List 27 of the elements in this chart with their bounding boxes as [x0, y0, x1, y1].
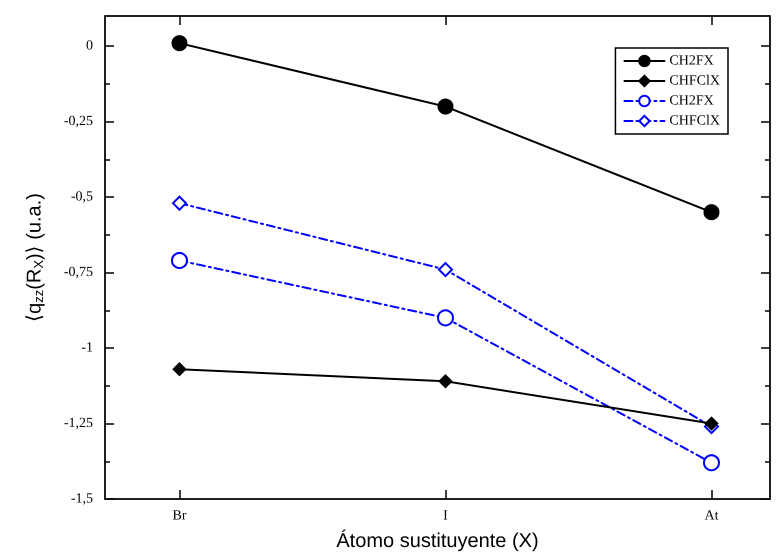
y-tick-label: 0: [86, 38, 93, 54]
point: [171, 35, 188, 52]
point: [438, 374, 452, 388]
y-tick-label: -1,25: [64, 416, 93, 432]
point: [170, 252, 188, 270]
y-tick-label: -0,75: [64, 265, 93, 280]
point: [172, 196, 187, 211]
point: [704, 416, 718, 431]
legend-label: CH2FX: [669, 54, 714, 68]
legend-label: CH2FX: [669, 94, 714, 108]
y-tick-label: -1: [81, 340, 93, 356]
y-tick-label: -1,5: [70, 492, 93, 506]
x-tick-label: At: [704, 508, 719, 524]
x-tick-label: Br: [172, 508, 187, 524]
legend-label: CHFClX: [669, 114, 720, 128]
point: [172, 362, 186, 376]
point: [437, 98, 454, 115]
point: [702, 454, 720, 472]
y-axis-title: ⟨qzz(RX)⟩ (u.a.): [24, 193, 46, 322]
x-axis-title: Átomo sustituyente (X): [336, 529, 539, 552]
y-tick-label: -0,5: [70, 190, 93, 205]
point: [436, 309, 454, 326]
y-tick-label: -0,25: [64, 114, 93, 130]
x-tick-label: I: [443, 508, 448, 524]
point: [703, 204, 720, 220]
point: [438, 262, 453, 278]
legend-label: CHFClX: [669, 74, 720, 88]
